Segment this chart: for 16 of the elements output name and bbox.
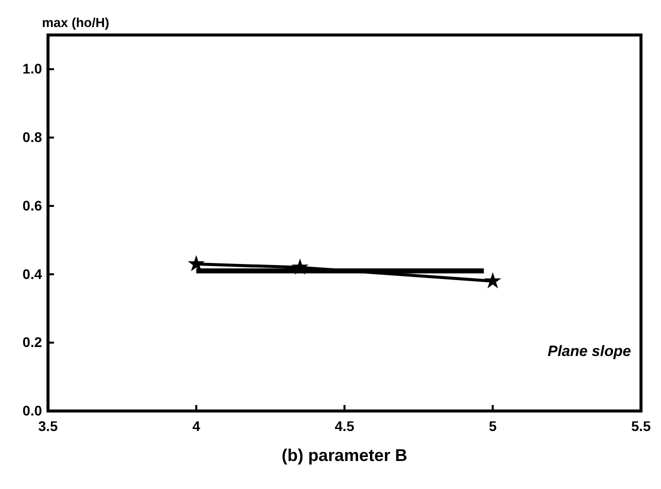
point xyxy=(484,272,502,288)
annotation: Plane slope xyxy=(548,343,631,360)
x-tick-label: 4.5 xyxy=(334,418,354,434)
y-tick-label: 0.8 xyxy=(22,129,42,146)
point xyxy=(188,255,205,272)
x-tick-label: 3.5 xyxy=(38,418,58,434)
y-axis-title: max (ho/H) xyxy=(42,15,110,30)
y-tick-label: 0.6 xyxy=(22,197,42,214)
x-axis-title: (b) parameter B xyxy=(282,446,408,465)
x-tick-label: 5 xyxy=(488,418,497,434)
y-tick-label: 1.0 xyxy=(22,60,42,77)
x-tick-label: 5.5 xyxy=(631,418,651,434)
y-tick-label: 0.4 xyxy=(22,266,42,282)
y-tick-label: 0.0 xyxy=(22,402,42,418)
y-tick-label: 0.2 xyxy=(22,334,42,350)
x-tick-label: 4 xyxy=(192,418,200,434)
